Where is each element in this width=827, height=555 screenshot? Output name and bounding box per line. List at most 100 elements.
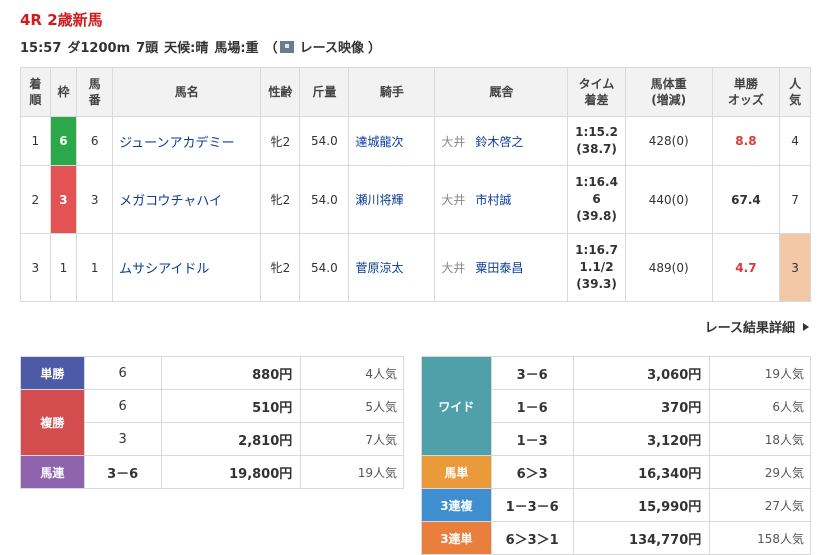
exacta-label: 馬単 (421, 455, 492, 489)
jockey-link[interactable]: 達城龍次 (348, 116, 436, 166)
frame-badge: 6 (49, 116, 78, 166)
payout-combo: 6＞3 (490, 455, 574, 489)
payout-amount: 19,800円 (160, 455, 302, 489)
payout-row: 馬単 6＞3 16,340円 29人気 (421, 455, 811, 489)
race-info: 15:57 ダ1200m 7頭 天候:晴 馬場:重 （ レース映像） (20, 37, 387, 56)
payout-amount: 880円 (160, 356, 302, 390)
horse-number: 6 (76, 116, 114, 166)
col-odds: 単勝 オッズ (711, 67, 781, 117)
finish: 3 (20, 233, 51, 302)
jockey-link[interactable]: 菅原涼太 (348, 233, 436, 302)
finish: 1 (20, 116, 51, 166)
popularity: 7 (779, 165, 811, 234)
results-table: 着順 枠 馬番 馬名 性齢 斤量 騎手 厩舎 タイム 着差 馬体重 (増減) 単勝オ… (20, 67, 811, 302)
win-odds: 67.4 (711, 165, 781, 234)
stable-location: 大井 (441, 193, 466, 207)
col-finish: 着順 (20, 67, 51, 117)
race-video-label: レース映像 (299, 41, 364, 56)
payout-pop: 4人気 (300, 356, 404, 390)
payout-row: 1－3 3,120円 18人気 (422, 422, 811, 456)
race-weather: 天候:晴 (164, 41, 209, 56)
carried-weight: 54.0 (299, 233, 350, 302)
race-course: ダ1200m (67, 41, 131, 56)
payout-combo: 1－3－6 (490, 488, 574, 522)
sex-age: 牝2 (260, 233, 301, 302)
stable: 大井 粟田泰昌 (434, 233, 569, 302)
payout-pop: 27人気 (709, 488, 811, 522)
body-weight: 489(0) (624, 233, 713, 302)
payout-amount: 510円 (160, 389, 302, 423)
stable: 大井 鈴木啓之 (434, 116, 569, 166)
table-row: 1 6 6 ジューンアカデミー 牝2 54.0 達城龍次 大井 鈴木啓之 1:15… (20, 116, 811, 166)
race-time: 15:57 (20, 41, 62, 56)
payout-table-right: ワイド 3－6 3,060円 19人気 1－6 370円 6人気 1－3 3,1… (421, 356, 811, 555)
trainer-link[interactable]: 市村誠 (475, 193, 512, 207)
horse-name-link[interactable]: ムサシアイドル (112, 233, 262, 302)
col-weight: 斤量 (299, 67, 350, 117)
time: 1:15.2 (38.7) (567, 116, 626, 166)
col-stable: 厩舎 (434, 67, 569, 117)
table-row: 2 3 3 メガコウチャハイ 牝2 54.0 瀬川将輝 大井 市村誠 1:16.4… (20, 165, 811, 234)
time: 1:16.4 6 (39.8) (567, 165, 626, 234)
payout-pop: 5人気 (300, 389, 404, 423)
time: 1:16.7 1.1/2 (39.3) (567, 233, 626, 302)
win-odds: 8.8 (711, 116, 781, 166)
quinella-label: 馬連 (20, 455, 85, 489)
frame-badge: 3 (49, 165, 78, 234)
stable: 大井 市村誠 (434, 165, 569, 234)
col-pop: 人気 (779, 67, 811, 117)
payout-pop: 19人気 (300, 455, 404, 489)
payout-pop: 29人気 (709, 455, 811, 489)
payout-pop: 18人気 (709, 422, 811, 456)
trainer-link[interactable]: 鈴木啓之 (475, 134, 524, 149)
payout-row: 複勝 6 510円 5人気 (20, 389, 404, 456)
body-weight: 440(0) (624, 165, 713, 234)
trio-label: 3連複 (421, 488, 492, 522)
race-result-detail-link[interactable]: レース結果詳細 (705, 317, 809, 336)
payout-row: 1－6 370円 6人気 (422, 389, 811, 423)
horse-name-link[interactable]: ジューンアカデミー (112, 116, 262, 166)
place-label: 複勝 (20, 389, 85, 456)
video-close: ） (367, 41, 381, 56)
payout-combo: 6 (83, 356, 162, 390)
table-row: 3 1 1 ムサシアイドル 牝2 54.0 菅原涼太 大井 粟田泰昌 1:16.7… (20, 233, 811, 302)
payout-amount: 3,060円 (572, 356, 711, 390)
col-body: 馬体重 (増減) (624, 67, 713, 117)
payout-amount: 15,990円 (572, 488, 711, 522)
payout-row: 馬連 3－6 19,800円 19人気 (20, 455, 404, 489)
col-time: タイム 着差 (567, 67, 626, 117)
horse-number: 3 (76, 165, 114, 234)
wide-label: ワイド (421, 356, 492, 456)
payout-amount: 3,120円 (572, 422, 711, 456)
detail-link-label: レース結果詳細 (704, 321, 795, 336)
payout-amount: 370円 (572, 389, 711, 423)
win-odds: 4.7 (711, 233, 781, 302)
payout-amount: 2,810円 (160, 422, 302, 456)
payout-combo: 6＞3＞1 (490, 521, 574, 555)
payout-combo: 6 (83, 389, 162, 423)
carried-weight: 54.0 (299, 165, 350, 234)
payout-row: 3連単 6＞3＞1 134,770円 158人気 (421, 521, 811, 555)
payout-combo: 1－6 (490, 389, 574, 423)
jockey-link[interactable]: 瀬川将輝 (348, 165, 436, 234)
popularity: 4 (779, 116, 811, 166)
stable-location: 大井 (441, 261, 466, 275)
carried-weight: 54.0 (299, 116, 350, 166)
payout-row: 3連複 1－3－6 15,990円 27人気 (421, 488, 811, 522)
payout-amount: 134,770円 (572, 521, 711, 555)
race-track: 馬場:重 (214, 41, 259, 56)
payout-row: 単勝 6 880円 4人気 (20, 356, 404, 390)
sex-age: 牝2 (260, 116, 301, 166)
race-title: 4R 2歳新馬 (20, 11, 103, 29)
payout-table-left: 単勝 6 880円 4人気 複勝 6 510円 5人気 3 2,810円 7人気… (20, 356, 404, 489)
trainer-link[interactable]: 粟田泰昌 (475, 261, 524, 275)
race-heads: 7頭 (136, 41, 159, 56)
payout-combo: 1－3 (490, 422, 574, 456)
payout-combo: 3 (83, 422, 162, 456)
horse-name-link[interactable]: メガコウチャハイ (112, 165, 262, 234)
payout-combo: 3－6 (83, 455, 162, 489)
race-video-link[interactable]: レース映像 (278, 41, 368, 56)
finish: 2 (20, 165, 51, 234)
payout-row: 3 2,810円 7人気 (21, 422, 404, 456)
chevron-right-icon (803, 323, 809, 331)
